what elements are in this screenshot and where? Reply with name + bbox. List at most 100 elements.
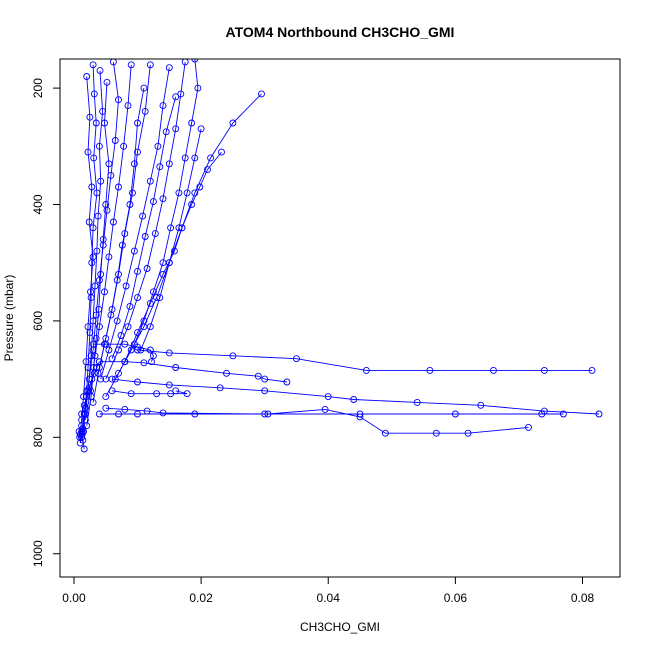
data-point — [490, 366, 497, 374]
data-point — [126, 201, 134, 208]
data-point — [115, 183, 122, 191]
data-point — [115, 96, 122, 104]
data-point — [143, 407, 151, 415]
data-point — [149, 288, 157, 296]
x-tick-label: 0.04 — [317, 591, 341, 605]
data-point — [153, 390, 161, 398]
data-point — [86, 329, 94, 337]
data-point — [101, 119, 108, 127]
data-point — [229, 119, 237, 127]
data-point — [197, 125, 205, 133]
data-point — [80, 401, 88, 409]
data-point — [204, 166, 211, 174]
x-axis: 0.00 0.02 0.04 0.06 0.08 — [62, 576, 594, 605]
data-point — [159, 102, 167, 110]
data-point — [146, 61, 154, 69]
data-point — [218, 148, 225, 156]
data-point — [165, 349, 173, 357]
y-tick-label: 1000 — [31, 540, 45, 567]
data-point — [229, 352, 237, 360]
data-point — [261, 387, 269, 395]
data-point — [293, 355, 300, 363]
data-point — [283, 378, 291, 386]
data-point — [426, 366, 434, 374]
data-point — [321, 405, 329, 413]
data-point — [85, 218, 93, 226]
data-point — [127, 390, 135, 398]
series-line — [124, 151, 222, 362]
data-point — [102, 404, 110, 412]
data-point — [120, 142, 128, 150]
data-point — [95, 305, 103, 313]
data-point — [91, 282, 99, 290]
y-tick-label: 400 — [31, 194, 45, 214]
data-point — [134, 148, 141, 156]
data-point — [223, 369, 230, 377]
y-tick-label: 800 — [31, 427, 45, 447]
data-point — [175, 189, 183, 197]
data-point — [86, 113, 94, 121]
series-layer — [75, 59, 603, 453]
data-point — [183, 189, 191, 197]
data-point — [464, 429, 472, 437]
data-point — [146, 177, 154, 185]
data-point — [172, 125, 180, 133]
series-line — [140, 128, 202, 351]
data-point — [191, 410, 199, 418]
data-point — [146, 323, 154, 331]
data-point — [170, 247, 178, 255]
data-point — [78, 430, 86, 438]
data-point — [85, 384, 93, 392]
y-axis-label: Pressure (mbar) — [2, 275, 16, 362]
data-point — [196, 183, 204, 191]
data-point — [146, 346, 154, 354]
x-tick-label: 0.06 — [444, 591, 468, 605]
series-line — [137, 349, 592, 371]
data-point — [80, 445, 88, 453]
data-point — [115, 369, 122, 377]
data-point — [177, 90, 185, 98]
data-point — [105, 253, 113, 261]
data-point — [78, 410, 86, 418]
data-point — [99, 235, 107, 243]
data-point — [165, 259, 173, 267]
data-point — [103, 78, 111, 86]
data-point — [159, 409, 167, 417]
data-point — [134, 410, 141, 418]
data-point — [254, 372, 262, 380]
data-point — [175, 224, 183, 232]
data-point — [134, 378, 141, 386]
data-point — [84, 323, 92, 331]
data-point — [356, 410, 364, 418]
data-point — [97, 177, 105, 185]
data-point — [188, 119, 196, 127]
series-line — [105, 61, 186, 380]
data-point — [140, 359, 148, 367]
data-point — [134, 329, 141, 337]
data-point — [156, 294, 164, 302]
series-line — [112, 378, 600, 415]
data-point — [83, 73, 91, 80]
data-point — [95, 142, 103, 150]
series-profile — [134, 346, 596, 374]
data-point — [134, 294, 141, 302]
data-point — [258, 90, 265, 98]
series-line — [105, 407, 564, 415]
series-profile — [78, 422, 87, 441]
data-point — [451, 410, 459, 418]
data-point — [90, 154, 98, 162]
series-line — [79, 76, 94, 438]
data-point — [154, 142, 162, 150]
data-point — [432, 429, 440, 437]
data-point — [124, 323, 132, 331]
data-point — [324, 393, 332, 401]
data-point — [105, 160, 113, 168]
data-point — [109, 59, 117, 66]
data-point — [78, 433, 86, 441]
data-point — [134, 119, 141, 127]
y-axis: 200 400 600 800 1000 — [31, 78, 61, 567]
data-point — [124, 102, 132, 110]
data-point — [117, 332, 125, 339]
data-point — [122, 282, 130, 290]
